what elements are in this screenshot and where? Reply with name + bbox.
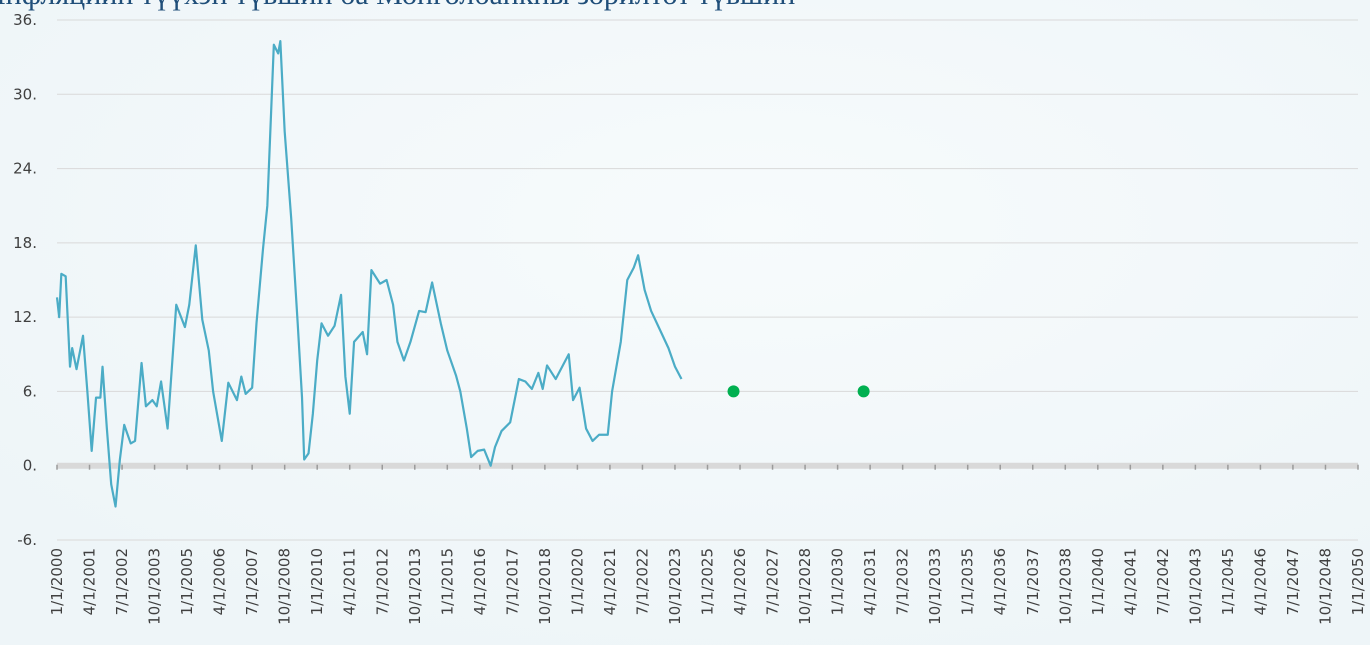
x-tick-label: 7/1/2032 xyxy=(894,548,912,615)
x-tick-label: 1/1/2010 xyxy=(308,548,326,615)
x-tick-label: 7/1/2007 xyxy=(243,548,261,615)
x-tick-label: 1/1/2020 xyxy=(568,548,586,615)
y-tick-label: 12. xyxy=(13,308,37,326)
x-tick-label: 7/1/2002 xyxy=(113,548,131,615)
x-tick-label: 4/1/2036 xyxy=(991,548,1009,615)
x-tick-label: 1/1/2035 xyxy=(959,548,977,615)
x-tick-label: 1/1/2025 xyxy=(699,548,717,615)
x-tick-label: 7/1/2022 xyxy=(633,548,651,615)
x-tick-label: 7/1/2027 xyxy=(764,548,782,615)
x-tick-label: 1/1/2040 xyxy=(1089,548,1107,615)
x-tick-label: 10/1/2023 xyxy=(666,548,684,625)
x-tick-label: 1/1/2005 xyxy=(178,548,196,615)
x-tick-label: 4/1/2006 xyxy=(211,548,229,615)
x-tick-label: 4/1/2011 xyxy=(341,548,359,615)
data-line xyxy=(55,39,683,508)
x-tick-label: 1/1/2030 xyxy=(829,548,847,615)
x-tick-label: 10/1/2008 xyxy=(276,548,294,625)
x-tick-label: 4/1/2041 xyxy=(1121,548,1139,615)
x-tick-label: 4/1/2031 xyxy=(861,548,879,615)
y-tick-label: 6. xyxy=(23,382,37,400)
x-tick-label: 1/1/2050 xyxy=(1349,548,1367,615)
x-tick-label: 7/1/2042 xyxy=(1154,548,1172,615)
x-tick-label: 7/1/2037 xyxy=(1024,548,1042,615)
x-tick-label: 4/1/2001 xyxy=(81,548,99,615)
y-tick-label: 18. xyxy=(13,234,37,252)
x-tick-label: 10/1/2028 xyxy=(796,548,814,625)
y-tick-label: 30. xyxy=(13,85,37,103)
x-tick-label: 1/1/2000 xyxy=(48,548,66,615)
x-tick-label: 10/1/2048 xyxy=(1316,548,1334,625)
chart-title: Инфляцийн түүхэн түвшин ба Монголбанкны … xyxy=(0,0,795,11)
x-tick-label: 10/1/2003 xyxy=(146,548,164,625)
x-tick-label: 4/1/2026 xyxy=(731,548,749,615)
target-point xyxy=(857,385,870,398)
x-tick-label: 10/1/2018 xyxy=(536,548,554,625)
target-point xyxy=(727,385,740,398)
x-tick-label: 4/1/2016 xyxy=(471,548,489,615)
x-tick-label: 10/1/2013 xyxy=(406,548,424,625)
x-tick-label: 4/1/2021 xyxy=(601,548,619,615)
x-tick-label: 7/1/2012 xyxy=(373,548,391,615)
x-tick-label: 4/1/2046 xyxy=(1251,548,1269,615)
x-tick-label: 1/1/2015 xyxy=(438,548,456,615)
x-tick-label: 10/1/2043 xyxy=(1186,548,1204,625)
x-tick-label: 7/1/2017 xyxy=(503,548,521,615)
y-tick-label: 24. xyxy=(13,160,37,178)
x-tick-label: 10/1/2033 xyxy=(926,548,944,625)
x-tick-label: 1/1/2045 xyxy=(1219,548,1237,615)
y-tick-label: -6. xyxy=(17,531,37,549)
y-tick-label: 0. xyxy=(23,457,37,475)
x-tick-label: 10/1/2038 xyxy=(1056,548,1074,625)
x-tick-label: 7/1/2047 xyxy=(1284,548,1302,615)
y-tick-label: 36. xyxy=(13,11,37,29)
